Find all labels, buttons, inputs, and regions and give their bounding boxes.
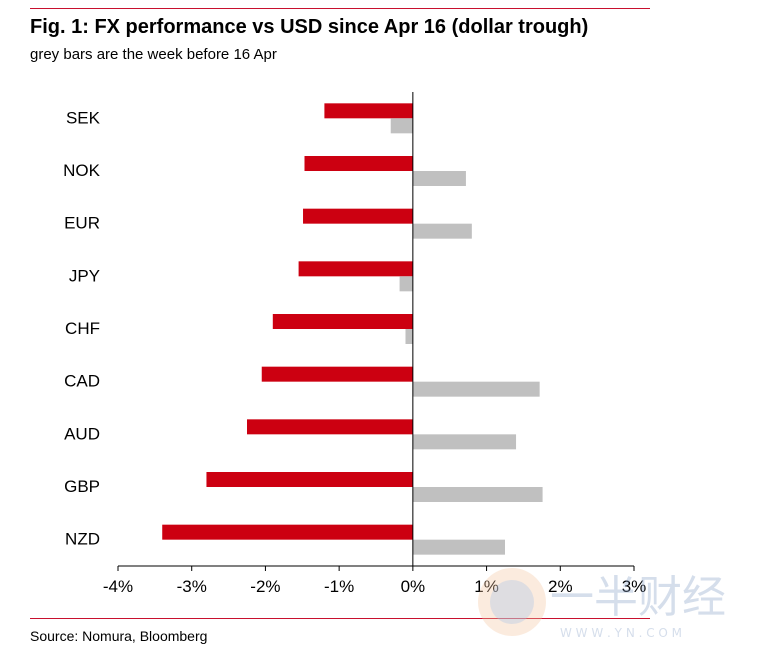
chart-subtitle: grey bars are the week before 16 Apr <box>30 46 277 63</box>
x-tick-label: 3% <box>622 577 647 596</box>
bar-since-apr16 <box>324 103 413 119</box>
bar-week-before <box>412 539 505 555</box>
source-note: Source: Nomura, Bloomberg <box>30 628 208 644</box>
bar-since-apr16 <box>261 366 413 382</box>
top-rule <box>30 8 650 9</box>
category-label: AUD <box>64 424 100 443</box>
bar-since-apr16 <box>272 314 413 329</box>
bar-since-apr16 <box>298 261 413 277</box>
bar-week-before <box>412 487 543 502</box>
x-tick-label: 2% <box>548 577 573 596</box>
chart-title: Fig. 1: FX performance vs USD since Apr … <box>30 16 589 38</box>
x-tick-label: -3% <box>177 577 207 596</box>
bar-since-apr16 <box>162 524 413 540</box>
x-tick-label: -2% <box>250 577 280 596</box>
bar-since-apr16 <box>206 472 413 487</box>
x-tick-label: 0% <box>401 577 426 596</box>
bar-week-before <box>412 381 540 397</box>
category-label: GBP <box>64 477 100 496</box>
category-label: EUR <box>64 214 100 233</box>
watermark-logo: 一半财经 W W W . Y N . C O M <box>478 568 726 640</box>
bar-week-before <box>405 329 413 344</box>
category-label: JPY <box>69 266 100 285</box>
bar-week-before <box>399 276 413 292</box>
category-label: SEK <box>66 108 101 127</box>
category-label: NOK <box>63 161 101 180</box>
bottom-rule <box>30 618 650 619</box>
category-label: CAD <box>64 372 100 391</box>
category-label: NZD <box>65 530 100 549</box>
x-tick-label: -4% <box>103 577 133 596</box>
bar-week-before <box>412 171 466 186</box>
watermark-url: W W W . Y N . C O M <box>560 626 682 640</box>
x-tick-label: 1% <box>474 577 499 596</box>
category-label: CHF <box>65 319 100 338</box>
bar-week-before <box>390 118 413 134</box>
bar-since-apr16 <box>247 419 413 435</box>
x-tick-label: -1% <box>324 577 354 596</box>
bar-since-apr16 <box>303 208 413 224</box>
watermark-logo-icon <box>478 568 546 636</box>
watermark-text: 一半财经 <box>550 572 726 623</box>
bar-week-before <box>412 223 472 239</box>
bar-since-apr16 <box>304 156 413 171</box>
bar-week-before <box>412 434 517 450</box>
bar-chart: SEK NOK EUR JPY CHF CAD AUD GBP NZD -4% -3% -2% -1% 0… <box>63 92 647 596</box>
